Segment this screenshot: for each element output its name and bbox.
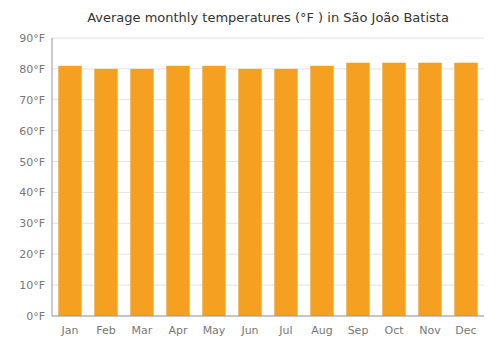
y-tick-label: 10°F [19,279,45,292]
x-tick-label: Dec [455,324,476,337]
chart: Average monthly temperatures (°F ) in Sã… [0,0,500,350]
bar [454,63,477,316]
x-tick-label: Jan [61,324,79,337]
x-tick-label: Jun [240,324,258,337]
y-tick-label: 80°F [19,63,45,76]
y-tick-labels: 0°F 10°F 20°F 30°F 40°F 50°F 60°F 70°F 80°F 90°F [19,32,45,323]
grid-line [52,38,484,39]
bar [238,69,261,316]
x-tick-label: Oct [384,324,404,337]
y-tick-label: 60°F [19,125,45,138]
bar [346,63,369,316]
bar [94,69,117,316]
bar [382,63,405,316]
bar [202,66,225,316]
x-tick-labels: Jan Feb Mar Apr May Jun Jul Aug Sep Oct Nov Dec [61,324,477,337]
x-tick-label: Sep [348,324,369,337]
y-tick-label: 30°F [19,217,45,230]
grid-line [52,316,484,317]
chart-container: Average monthly temperatures (°F ) in Sã… [0,0,500,350]
bars [58,63,477,316]
bar [130,69,153,316]
x-tick-label: Feb [96,324,115,337]
grid [52,38,484,316]
y-tick-label: 0°F [26,310,45,323]
y-axis-line [52,38,53,316]
y-tick-label: 20°F [19,248,45,261]
y-tick-label: 50°F [19,156,45,169]
x-tick-label: May [203,324,226,337]
x-tick-label: Apr [168,324,188,337]
x-tick-label: Jul [278,324,292,337]
bar [274,69,297,316]
x-tick-label: Mar [132,324,153,337]
bar [310,66,333,316]
x-tick-label: Aug [311,324,332,337]
y-tick-label: 90°F [19,32,45,45]
x-axis-line [52,316,484,317]
bar [418,63,441,316]
bar [166,66,189,316]
x-tick-label: Nov [419,324,441,337]
y-tick-label: 40°F [19,186,45,199]
bar [58,66,81,316]
y-tick-label: 70°F [19,94,45,107]
title: Average monthly temperatures (°F ) in Sã… [87,10,449,25]
